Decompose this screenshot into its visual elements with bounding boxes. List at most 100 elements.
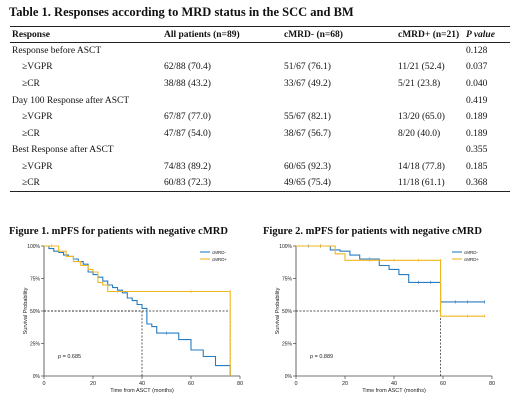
cell-cmrd-pos: 5/21 (23.8) <box>398 78 441 89</box>
y-tick-label: 100% <box>279 244 292 250</box>
table-row: Best Response after ASCT 0.355 <box>10 142 510 159</box>
y-tick-label: 50% <box>282 309 293 315</box>
cell-all-patients: 47/87 (54.0) <box>164 128 211 139</box>
table-title: Table 1. Responses according to MRD stat… <box>9 5 354 19</box>
cell-all-patients: 60/83 (72.3) <box>162 175 282 193</box>
row-label: Response before ASCT <box>12 46 102 57</box>
table-body: Response before ASCT 0.128 ≥VGPR 62/88 (70.… <box>10 43 510 193</box>
cell-cmrd-pos: 14/18 (77.8) <box>398 161 445 172</box>
figure-2-title: Figure 2. mPFS for patients with negativ… <box>263 226 482 237</box>
legend-label: cMRD+ <box>212 257 227 262</box>
y-tick-label: 75% <box>30 277 41 283</box>
x-tick-label: 40 <box>391 381 397 387</box>
cell-cmrd-pos <box>396 92 464 109</box>
y-axis-label: Survival Probability <box>23 287 29 334</box>
cell-cmrd-pos <box>396 142 464 159</box>
cell-cmrd-neg: 55/67 (82.1) <box>284 112 331 123</box>
series-cmrd-pos-line <box>296 245 485 317</box>
cell-cmrd-pos: 11/21 (52.4) <box>398 62 445 73</box>
cell-p-value: 0.355 <box>466 145 488 156</box>
cell-p-value: 0.368 <box>464 175 510 193</box>
cell-p-value: 0.185 <box>466 161 488 172</box>
cell-cmrd-neg: 38/67 (56.7) <box>284 128 331 139</box>
y-tick-label: 0% <box>33 374 41 380</box>
row-label: ≥CR <box>22 78 40 89</box>
table-row: ≥CR 47/87 (54.0) 38/67 (56.7) 8/20 (40.0) 0.… <box>10 125 510 142</box>
table-row: Response before ASCT 0.128 <box>10 43 510 60</box>
cell-p-value: 0.189 <box>466 112 488 123</box>
y-tick-label: 25% <box>30 342 41 348</box>
cell-cmrd-pos: 8/20 (40.0) <box>398 128 441 139</box>
cell-all-patients <box>162 43 282 60</box>
x-tick-label: 60 <box>440 381 446 387</box>
header-all-patients: All patients (n=89) <box>162 26 282 43</box>
legend-label: cMRD- <box>212 250 226 255</box>
x-tick-label: 20 <box>342 381 348 387</box>
cell-all-patients: 38/88 (43.2) <box>164 78 211 89</box>
y-tick-label: 0% <box>285 374 293 380</box>
response-table: Response All patients (n=89) cMRD- (n=68… <box>10 26 510 193</box>
figure-2-km-plot: 0% 25% 50% 75% 100% 0 20 40 60 80 Time from ASCT (… <box>275 244 495 394</box>
cell-cmrd-pos: 13/20 (65.0) <box>398 112 445 123</box>
y-tick-label: 75% <box>282 277 293 283</box>
row-label: ≥CR <box>10 175 162 193</box>
cell-cmrd-neg: 49/65 (75.4) <box>282 175 396 193</box>
cell-cmrd-neg: 60/65 (92.3) <box>284 161 331 172</box>
cell-p-value: 0.037 <box>466 62 488 73</box>
cell-cmrd-neg <box>282 142 396 159</box>
y-tick-label: 25% <box>282 342 293 348</box>
x-axis-label: Time from ASCT (months) <box>110 388 174 394</box>
cell-cmrd-neg <box>282 92 396 109</box>
cell-all-patients <box>162 92 282 109</box>
cell-cmrd-neg: 51/67 (76.1) <box>284 62 331 73</box>
row-label: Best Response after ASCT <box>12 145 114 156</box>
cell-cmrd-neg: 33/67 (49.2) <box>284 78 331 89</box>
y-tick-label: 100% <box>27 244 40 250</box>
cell-cmrd-pos <box>396 43 464 60</box>
p-value-annotation: p = 0.685 <box>58 354 81 360</box>
cell-p-value: 0.040 <box>466 78 488 89</box>
p-value-annotation: p = 0.889 <box>310 354 333 360</box>
header-cmrd-pos: cMRD+ (n=21) <box>396 26 464 43</box>
table-header-row: Response All patients (n=89) cMRD- (n=68… <box>10 26 510 43</box>
series-cmrd-neg-line <box>296 245 485 303</box>
cell-all-patients: 74/83 (89.2) <box>164 161 211 172</box>
row-label: ≥VGPR <box>22 62 53 73</box>
cell-all-patients: 62/88 (70.4) <box>164 62 211 73</box>
series-cmrd-neg-line <box>44 245 231 376</box>
legend-label: cMRD- <box>464 250 478 255</box>
series-cmrd-pos-line <box>44 245 231 376</box>
figure-1-title: Figure 1. mPFS for patients with negativ… <box>9 226 228 237</box>
x-axis-label: Time from ASCT (months) <box>362 388 426 394</box>
table-row: ≥CR 60/83 (72.3) 49/65 (75.4) 11/18 (61.1) 0… <box>10 175 510 193</box>
x-tick-label: 80 <box>237 381 243 387</box>
table-row: ≥CR 38/88 (43.2) 33/67 (49.2) 5/21 (23.8) 0.… <box>10 76 510 93</box>
x-tick-label: 60 <box>188 381 194 387</box>
row-label: Day 100 Response after ASCT <box>12 95 130 106</box>
table-row: ≥VGPR 62/88 (70.4) 51/67 (76.1) 11/21 (52.4… <box>10 59 510 76</box>
x-tick-label: 0 <box>42 381 45 387</box>
cell-cmrd-neg <box>282 43 396 60</box>
cell-cmrd-pos: 11/18 (61.1) <box>396 175 464 193</box>
x-tick-label: 40 <box>139 381 145 387</box>
y-axis-label: Survival Probability <box>275 287 281 334</box>
x-tick-label: 80 <box>489 381 495 387</box>
cell-p-value: 0.189 <box>466 128 488 139</box>
figure-1-km-plot: 0% 25% 50% 75% 100% 0 20 40 60 80 Time from ASCT (… <box>23 244 243 394</box>
cell-all-patients: 67/87 (77.0) <box>164 112 211 123</box>
cell-p-value: 0.419 <box>466 95 488 106</box>
cell-all-patients <box>162 142 282 159</box>
legend-label: cMRD+ <box>464 257 479 262</box>
table-row: ≥VGPR 74/83 (89.2) 60/65 (92.3) 14/18 (77.8… <box>10 159 510 176</box>
y-tick-label: 50% <box>30 309 41 315</box>
header-response: Response <box>10 26 162 43</box>
header-p-value: P value <box>464 26 510 43</box>
row-label: ≥VGPR <box>22 161 53 172</box>
table-row: Day 100 Response after ASCT 0.419 <box>10 92 510 109</box>
table-row: ≥VGPR 67/87 (77.0) 55/67 (82.1) 13/20 (65.0… <box>10 109 510 126</box>
x-tick-label: 0 <box>294 381 297 387</box>
cell-p-value: 0.128 <box>466 46 488 57</box>
x-tick-label: 20 <box>90 381 96 387</box>
header-cmrd-neg: cMRD- (n=68) <box>282 26 396 43</box>
row-label: ≥VGPR <box>22 112 53 123</box>
